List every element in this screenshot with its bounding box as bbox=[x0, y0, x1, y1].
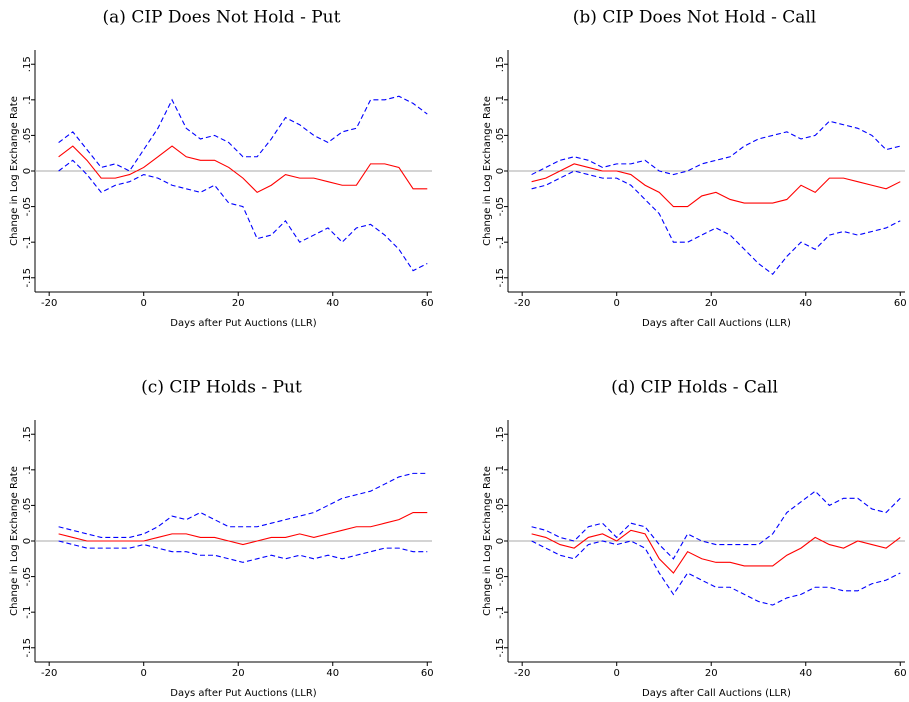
y-tick-label: .05 bbox=[495, 127, 506, 143]
y-tick-label: 0 bbox=[495, 168, 506, 174]
series-line bbox=[58, 159, 428, 272]
y-tick-label: 0 bbox=[495, 538, 506, 544]
series-line bbox=[531, 529, 901, 574]
x-tick-label: 0 bbox=[141, 668, 147, 679]
y-tick-label: .1 bbox=[22, 95, 33, 105]
x-axis-label: Days after Put Auctions (LLR) bbox=[170, 318, 316, 329]
y-tick-label: 0 bbox=[22, 538, 33, 544]
series-line bbox=[531, 490, 901, 560]
panel: (b) CIP Does Not Hold - Call Days after C… bbox=[482, 8, 907, 330]
y-axis-label: Change in Log Exchange Rate bbox=[482, 96, 493, 246]
x-tick-label: -20 bbox=[41, 668, 57, 679]
y-tick-label: .1 bbox=[495, 465, 506, 475]
y-tick-label: 0 bbox=[22, 168, 33, 174]
series-line bbox=[58, 511, 428, 546]
series-line bbox=[58, 472, 428, 538]
chart-title: (b) CIP Does Not Hold - Call bbox=[573, 8, 816, 28]
chart-title: (c) CIP Holds - Put bbox=[141, 378, 302, 398]
x-axis-label: Days after Call Auctions (LLR) bbox=[642, 688, 791, 699]
series-line bbox=[531, 540, 901, 606]
x-tick-label: -20 bbox=[514, 668, 530, 679]
y-tick-label: .1 bbox=[22, 465, 33, 475]
y-tick-label: -.05 bbox=[495, 197, 506, 217]
y-tick-label: .15 bbox=[495, 56, 506, 72]
y-tick-label: -.1 bbox=[495, 606, 506, 619]
y-tick-label: .05 bbox=[22, 127, 33, 143]
chart-title: (a) CIP Does Not Hold - Put bbox=[103, 8, 341, 28]
y-tick-label: -.15 bbox=[495, 268, 506, 288]
y-tick-label: -.15 bbox=[22, 638, 33, 658]
x-axis-label: Days after Put Auctions (LLR) bbox=[170, 688, 316, 699]
x-tick-label: 0 bbox=[614, 668, 620, 679]
x-tick-label: 0 bbox=[614, 298, 620, 309]
y-tick-label: -.1 bbox=[495, 236, 506, 249]
y-tick-label: .15 bbox=[495, 426, 506, 442]
x-tick-label: 60 bbox=[894, 298, 907, 309]
x-tick-label: 60 bbox=[894, 668, 907, 679]
series-line bbox=[58, 95, 428, 172]
y-axis-label: Change in Log Exchange Rate bbox=[9, 466, 20, 616]
y-tick-label: .05 bbox=[22, 497, 33, 513]
x-tick-label: 40 bbox=[799, 668, 812, 679]
x-tick-label: -20 bbox=[514, 298, 530, 309]
y-tick-label: .1 bbox=[495, 95, 506, 105]
y-tick-label: -.05 bbox=[495, 567, 506, 587]
x-tick-label: -20 bbox=[41, 298, 57, 309]
y-tick-label: .05 bbox=[495, 497, 506, 513]
x-axis-label: Days after Call Auctions (LLR) bbox=[642, 318, 791, 329]
x-tick-label: 60 bbox=[421, 298, 434, 309]
x-tick-label: 0 bbox=[141, 298, 147, 309]
x-tick-label: 20 bbox=[232, 668, 245, 679]
y-tick-label: -.05 bbox=[22, 197, 33, 217]
series-line bbox=[531, 170, 901, 275]
x-tick-label: 40 bbox=[326, 298, 339, 309]
x-tick-label: 60 bbox=[421, 668, 434, 679]
series-line bbox=[531, 163, 901, 208]
chart-title: (d) CIP Holds - Call bbox=[611, 378, 778, 398]
x-tick-label: 20 bbox=[232, 298, 245, 309]
y-tick-label: -.05 bbox=[22, 567, 33, 587]
y-axis-label: Change in Log Exchange Rate bbox=[482, 466, 493, 616]
x-tick-label: 40 bbox=[326, 668, 339, 679]
y-tick-label: -.1 bbox=[22, 606, 33, 619]
series-line bbox=[58, 540, 428, 563]
x-tick-label: 20 bbox=[705, 668, 718, 679]
y-tick-label: -.15 bbox=[495, 638, 506, 658]
series-line bbox=[531, 120, 901, 176]
panel: (c) CIP Holds - Put Days after Put Auctio… bbox=[9, 378, 434, 700]
y-tick-label: -.1 bbox=[22, 236, 33, 249]
panel: (d) CIP Holds - Call Days after Call Auct… bbox=[482, 378, 907, 700]
y-tick-label: -.15 bbox=[22, 268, 33, 288]
y-axis-label: Change in Log Exchange Rate bbox=[9, 96, 20, 246]
y-tick-label: .15 bbox=[22, 426, 33, 442]
x-tick-label: 40 bbox=[799, 298, 812, 309]
x-tick-label: 20 bbox=[705, 298, 718, 309]
series-line bbox=[58, 145, 428, 194]
y-tick-label: .15 bbox=[22, 56, 33, 72]
panel: (a) CIP Does Not Hold - Put Days after Pu… bbox=[9, 8, 434, 330]
